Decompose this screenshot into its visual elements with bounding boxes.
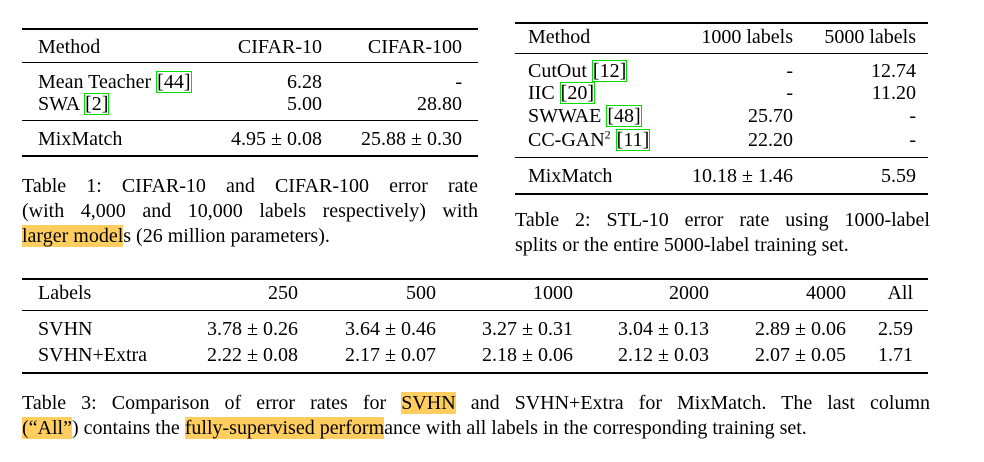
rule xyxy=(515,193,928,195)
caption-text: ance with all labels in the correspondin… xyxy=(384,417,807,439)
cell: 500 xyxy=(406,282,436,304)
cell: 250 xyxy=(268,282,298,304)
caption-line: larger models (26 million parameters). xyxy=(22,224,330,248)
method: CutOut xyxy=(528,60,587,82)
cell: 2.18 ± 0.06 xyxy=(482,344,573,366)
rule xyxy=(22,372,928,374)
method-cell: Mean Teacher [44] xyxy=(38,70,192,94)
cell: 4000 xyxy=(806,282,846,304)
header-cell: CIFAR-100 xyxy=(367,36,462,58)
cell: 2.07 ± 0.05 xyxy=(755,344,846,366)
label-cell: SVHN xyxy=(38,318,93,340)
footnote-mark: 2 xyxy=(604,127,611,142)
citation[interactable]: [11] xyxy=(615,129,651,151)
cell: 2.22 ± 0.08 xyxy=(207,344,298,366)
caption-text: and SVHN+Extra for MixMatch. The last co… xyxy=(455,392,930,414)
cell: 22.20 xyxy=(748,129,793,151)
rule xyxy=(22,120,478,121)
header-cell: Method xyxy=(38,36,101,58)
label-cell: Labels xyxy=(38,282,92,304)
rule xyxy=(22,310,928,311)
cell: 25.88 ± 0.30 xyxy=(361,128,462,150)
cell: 4.95 ± 0.08 xyxy=(231,128,322,150)
rule xyxy=(22,28,478,30)
cell: 12.74 xyxy=(871,60,916,82)
caption-line: Table 2: STL-10 error rate using 1000-la… xyxy=(515,208,930,232)
header-cell: 5000 labels xyxy=(824,26,916,48)
citation[interactable]: [12] xyxy=(591,60,628,82)
caption-line: Table 3: Comparison of error rates for S… xyxy=(22,391,930,415)
label-cell: SVHN+Extra xyxy=(38,344,148,366)
cell: - xyxy=(455,71,462,93)
cell: 25.70 xyxy=(748,105,793,127)
caption-text: Table 3: Comparison of error rates for xyxy=(22,392,402,414)
method-cell: IIC [20] xyxy=(528,81,595,105)
cell: All xyxy=(887,282,913,304)
method-cell: MixMatch xyxy=(528,165,613,187)
caption-text: ) contains the xyxy=(71,417,185,439)
rule xyxy=(22,62,478,63)
citation[interactable]: [44] xyxy=(156,71,192,93)
caption-text: (with 4,000 and 10,000 labels respective… xyxy=(22,200,478,222)
cell: 2.17 ± 0.07 xyxy=(345,344,436,366)
rule xyxy=(515,157,928,158)
cell: 1.71 xyxy=(878,344,913,366)
method: SWWAE xyxy=(528,105,602,127)
header-cell: Method xyxy=(528,26,591,48)
cell: 11.20 xyxy=(871,82,916,104)
cell: 2.12 ± 0.03 xyxy=(618,344,709,366)
cell: 5.00 xyxy=(287,93,322,115)
highlighted-text: (“All” xyxy=(22,417,72,439)
caption-text: Table 2: STL-10 error rate using 1000-la… xyxy=(515,209,930,231)
cell: - xyxy=(909,105,916,127)
method-cell: MixMatch xyxy=(38,128,123,150)
highlighted-text: larger model xyxy=(22,225,124,247)
caption-text: s (26 million parameters). xyxy=(123,225,330,247)
cell: 3.27 ± 0.31 xyxy=(482,318,573,340)
cell: 3.64 ± 0.46 xyxy=(345,318,436,340)
cell: 2.89 ± 0.06 xyxy=(755,318,846,340)
citation[interactable]: [20] xyxy=(559,82,595,104)
header-cell: 1000 labels xyxy=(701,26,793,48)
caption-line: splits or the entire 5000-label training… xyxy=(515,233,849,257)
method: CC-GAN xyxy=(528,129,605,151)
highlighted-text: fully-supervised perform xyxy=(184,417,385,439)
method-cell: CutOut [12] xyxy=(528,59,628,83)
method-cell: SWA [2] xyxy=(38,92,110,116)
cell: 5.59 xyxy=(881,165,916,187)
cell: - xyxy=(786,82,793,104)
cell: 3.04 ± 0.13 xyxy=(618,318,709,340)
cell: 6.28 xyxy=(287,71,322,93)
caption-line: (“All”) contains the fully-supervised pe… xyxy=(22,416,807,440)
rule xyxy=(22,155,478,157)
caption-line: (with 4,000 and 10,000 labels respective… xyxy=(22,199,478,223)
caption-text: splits or the entire 5000-label training… xyxy=(515,234,849,256)
method-cell: CC-GAN2 [11] xyxy=(528,127,651,152)
method: IIC xyxy=(528,82,555,104)
cell: 2.59 xyxy=(878,318,913,340)
cell: 1000 xyxy=(533,282,573,304)
method: Mean Teacher xyxy=(38,71,152,93)
method-cell: SWWAE [48] xyxy=(528,104,642,128)
citation[interactable]: [2] xyxy=(84,93,110,115)
cell: 10.18 ± 1.46 xyxy=(692,165,793,187)
cell: 2000 xyxy=(669,282,709,304)
cell: 28.80 xyxy=(417,93,462,115)
citation[interactable]: [48] xyxy=(606,105,642,127)
rule xyxy=(515,53,928,54)
cell: 3.78 ± 0.26 xyxy=(207,318,298,340)
rule xyxy=(22,278,928,280)
caption-text: Table 1: CIFAR-10 and CIFAR-100 error ra… xyxy=(22,175,478,197)
header-cell: CIFAR-10 xyxy=(237,36,322,58)
cell: - xyxy=(909,129,916,151)
caption-line: Table 1: CIFAR-10 and CIFAR-100 error ra… xyxy=(22,174,478,198)
cell: - xyxy=(786,60,793,82)
rule xyxy=(515,22,928,24)
highlighted-text: SVHN xyxy=(401,392,456,414)
method: SWA xyxy=(38,93,80,115)
